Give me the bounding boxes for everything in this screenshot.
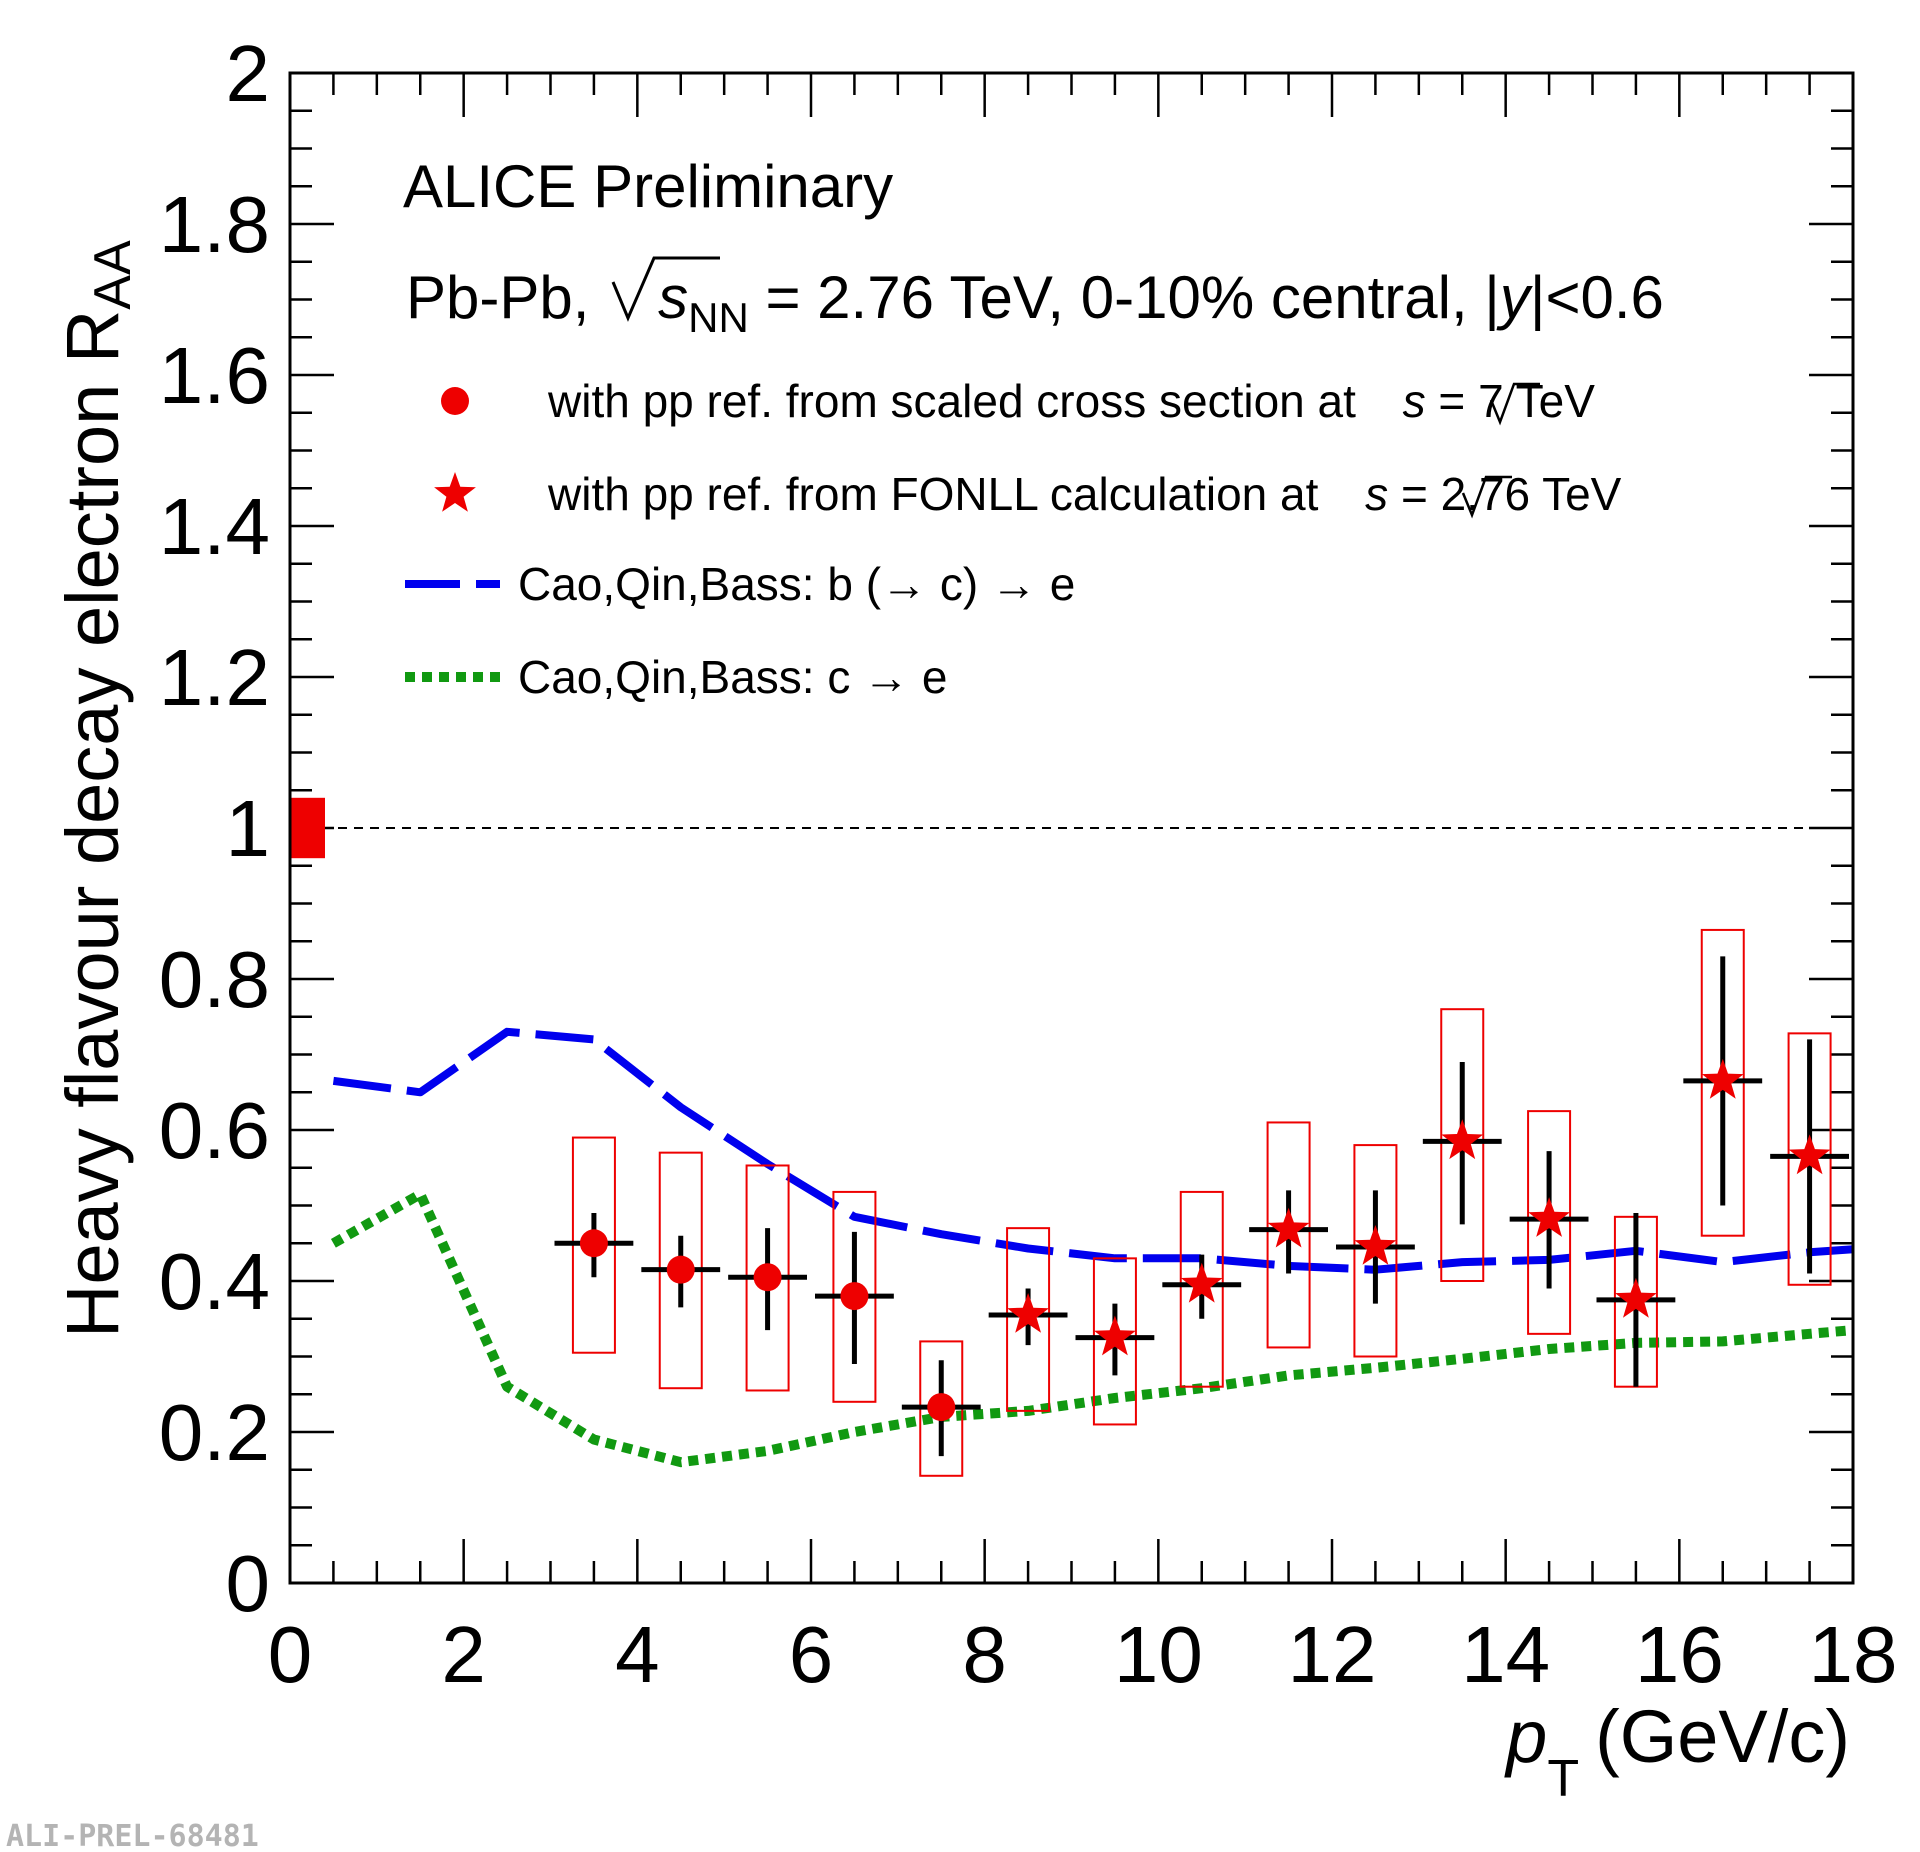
system-rest: = 2.76 TeV, 0-10% central, |	[749, 264, 1500, 331]
preliminary-id-tag: ALI-PREL-68481	[6, 1819, 259, 1852]
y-axis-title: Heavy flavour decay electron RAA	[51, 240, 142, 1338]
y-tick-label: 1.2	[159, 633, 270, 722]
x-tick-label: 16	[1635, 1610, 1724, 1699]
sqrt-s-nn-sub: NN	[688, 294, 749, 341]
legend-green-label: Cao,Qin,Bass: c → e	[518, 651, 948, 703]
legend-circle-text: with pp ref. from scaled cross section a…	[547, 375, 1369, 427]
plot-frame	[288, 71, 1855, 1585]
legend-star-label: with pp ref. from FONLL calculation at s…	[547, 468, 1622, 520]
systematic-box	[1179, 1190, 1224, 1388]
x-tick-label: 10	[1114, 1610, 1203, 1699]
data-point-star	[1007, 1293, 1049, 1333]
y-tick-label: 1.8	[159, 180, 270, 269]
sqrt-sign-legend-circle	[1489, 382, 1540, 426]
data-point-star	[1528, 1197, 1570, 1237]
sqrt-sign-header	[611, 256, 720, 322]
y-tick-label: 0.6	[159, 1086, 270, 1175]
data-point-circle	[579, 1229, 608, 1258]
data-point-star	[1267, 1207, 1310, 1248]
legend-circle-marker	[441, 387, 469, 415]
y-tick-label: 0.8	[159, 935, 270, 1024]
legend-star-marker	[434, 472, 476, 512]
systematic-box	[1006, 1227, 1051, 1412]
y-axis-title-main: Heavy flavour decay electron R	[51, 310, 134, 1338]
legend-blue-label: Cao,Qin,Bass: b (→ c) → e	[518, 558, 1075, 610]
legend-star-sqrt-s: s	[1365, 468, 1388, 520]
data-point-circle	[840, 1282, 869, 1311]
x-axis-title-units: (GeV/c)	[1595, 1695, 1850, 1778]
system-end: |<0.6	[1530, 264, 1664, 331]
data-point-star	[1441, 1119, 1484, 1160]
data-point-star	[1615, 1277, 1657, 1318]
legend: with pp ref. from scaled cross section a…	[405, 375, 1622, 703]
data-point-circle	[753, 1263, 782, 1292]
y-tick-label: 2	[226, 29, 271, 118]
systematic-boxes-layer	[571, 928, 1832, 1477]
legend-star-text: with pp ref. from FONLL calculation at	[547, 468, 1331, 520]
legend-circle-energy: = 7 TeV	[1426, 375, 1596, 427]
tick-labels: 0 2 4 6 8 10 12 14 16 18 0 0.2 0.4 0.6 0.8 1 1.2 1.4 1.6 1.…	[159, 29, 1898, 1699]
y-axis-title-sub: AA	[84, 240, 142, 310]
x-tick-label: 4	[615, 1610, 660, 1699]
reference-line-layer	[290, 797, 1853, 859]
normalization-uncertainty-box	[290, 797, 325, 859]
x-tick-label: 0	[268, 1610, 313, 1699]
systematic-box	[1440, 1008, 1485, 1282]
x-tick-label: 2	[441, 1610, 486, 1699]
y-tick-label: 0	[226, 1539, 271, 1628]
system-prefix: Pb-Pb,	[406, 264, 606, 331]
y-tick-label: 1	[226, 784, 271, 873]
data-point-star	[1180, 1262, 1223, 1303]
y-tick-label: 1.6	[159, 331, 270, 420]
systematic-box	[1787, 1032, 1832, 1286]
sqrt-sign-legend-star	[1461, 475, 1512, 519]
y-tick-label: 0.2	[159, 1388, 270, 1477]
data-point-star	[1788, 1134, 1831, 1175]
systematic-box	[1092, 1257, 1137, 1426]
curve-b-c-e	[332, 1027, 1854, 1274]
y-tick-label: 0.4	[159, 1237, 270, 1326]
experiment-label: ALICE Preliminary	[403, 153, 893, 220]
data-point-star	[1354, 1225, 1397, 1265]
x-tick-label: 18	[1809, 1610, 1898, 1699]
systematic-box	[1527, 1110, 1572, 1335]
x-axis-title-main: p	[1504, 1695, 1547, 1778]
x-axis-title: pT (GeV/c)	[1504, 1695, 1850, 1808]
data-point-star	[1094, 1315, 1136, 1356]
data-point-star	[1701, 1058, 1744, 1099]
systematic-box	[1266, 1121, 1311, 1349]
data-point-circle	[666, 1255, 695, 1284]
legend-circle-sqrt-s: s	[1403, 375, 1426, 427]
systematic-box	[1353, 1144, 1398, 1358]
sqrt-s-nn-symbol: s	[658, 264, 688, 331]
x-tick-label: 8	[962, 1610, 1007, 1699]
legend-circle-label: with pp ref. from scaled cross section a…	[547, 375, 1595, 427]
data-point-circle	[927, 1393, 956, 1422]
x-tick-label: 12	[1288, 1610, 1377, 1699]
y-tick-label: 1.4	[159, 482, 270, 571]
collision-system-label: Pb-Pb, sNN = 2.76 TeV, 0-10% central, |y…	[406, 264, 1664, 341]
x-tick-label: 14	[1461, 1610, 1550, 1699]
data-points-layer	[554, 956, 1849, 1457]
x-tick-label: 6	[789, 1610, 834, 1699]
x-axis-title-sub: T	[1547, 1750, 1579, 1808]
rapidity-symbol: y	[1496, 264, 1534, 331]
